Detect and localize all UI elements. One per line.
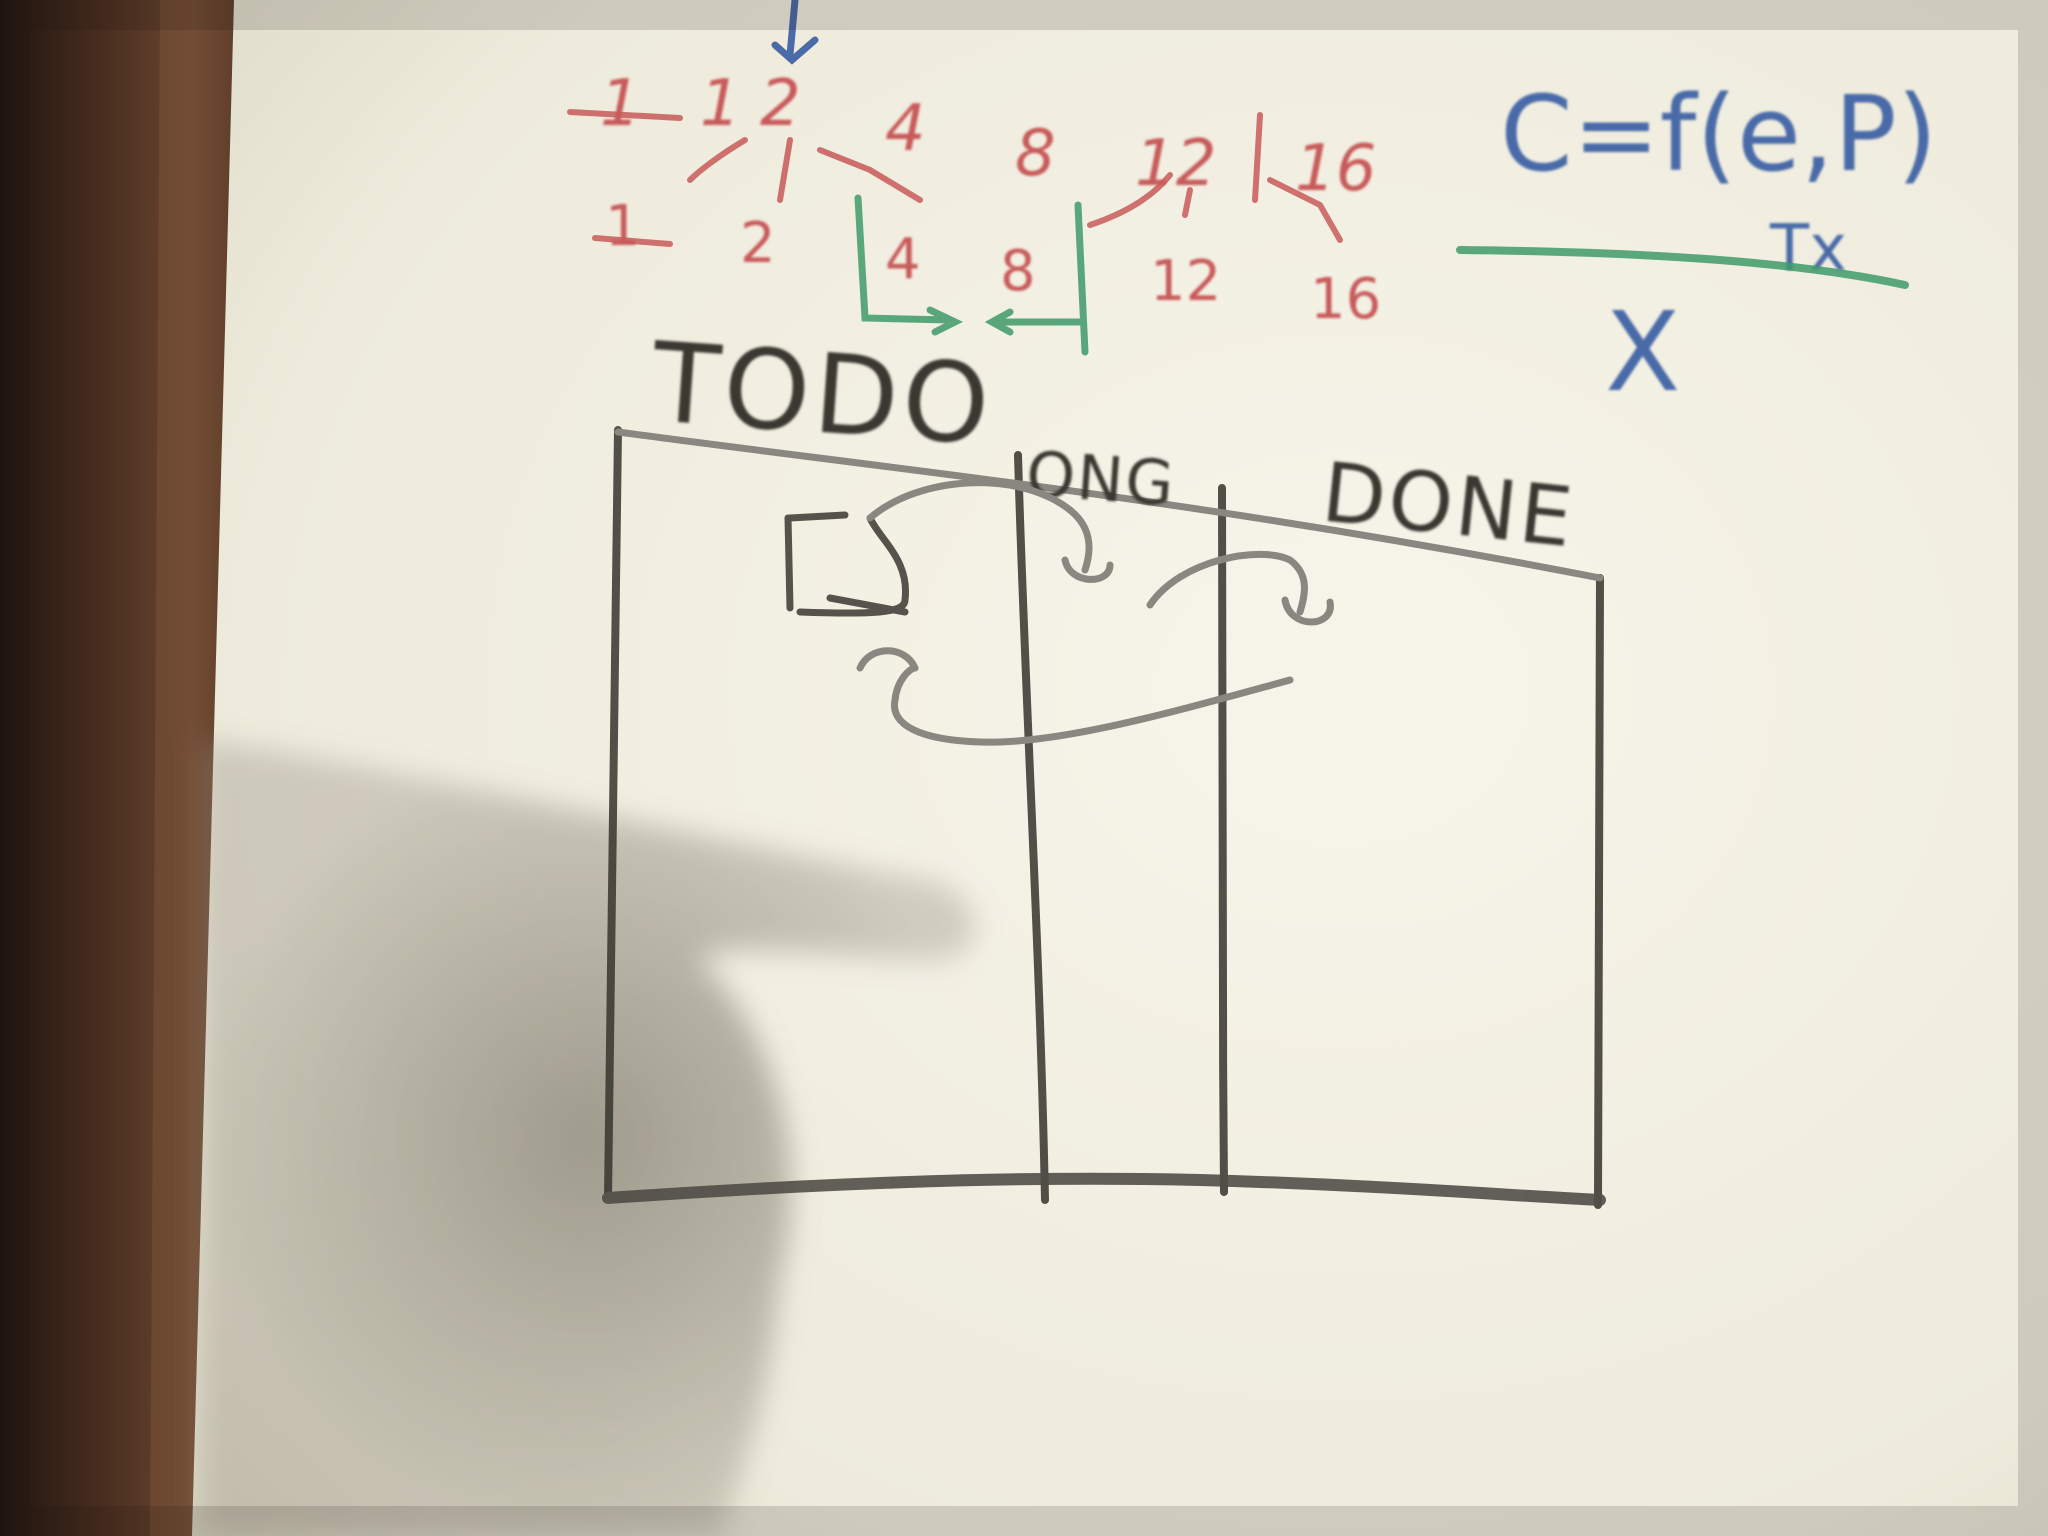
- blue-arrow-marker: [771, 0, 819, 65]
- seq-top-3: 4: [885, 92, 926, 166]
- column-divider-1: [1014, 451, 1049, 1204]
- seq-top-0: 1: [600, 67, 641, 141]
- seq-top-2: 2: [760, 67, 801, 141]
- fraction-bar: [1456, 246, 1909, 289]
- column-header-ongoing: ONG: [1024, 437, 1178, 520]
- hand-shadow: [200, 740, 975, 1536]
- arrow-done-to-todo: [891, 664, 1294, 746]
- seq-bottom-4: 12: [1150, 249, 1221, 314]
- column-divider-2: [1218, 484, 1228, 1196]
- formula-denominator: X: [1605, 288, 1680, 416]
- board-right-edge: [1594, 574, 1604, 1209]
- board-left-edge: [604, 426, 622, 1202]
- arrow-todo-to-ongoing: [866, 479, 1093, 574]
- sequence-top-strokes: [567, 109, 1343, 243]
- arrow-ongoing-to-done-head: [1281, 596, 1334, 626]
- seq-top-5: 12: [1135, 127, 1216, 201]
- seq-top-1: 1: [700, 67, 741, 141]
- column-header-todo: TODO: [647, 318, 997, 470]
- kanban-board: [602, 426, 1606, 1209]
- flow-arrows: [856, 479, 1334, 746]
- seq-top-6: 16: [1295, 132, 1376, 206]
- seq-bottom-2: 4: [885, 227, 921, 292]
- arrow-done-to-todo-head: [856, 647, 919, 672]
- board-bottom-edge: [602, 1172, 1606, 1206]
- arrow-ongoing-to-done: [1146, 550, 1308, 616]
- formula-numerator: C=f(e,P): [1500, 73, 1937, 195]
- board-top-edge: [614, 428, 1604, 582]
- task-card-sketch: [784, 511, 910, 617]
- sequence-top-row: 1 1 2 4 8 12 16: [600, 67, 1376, 206]
- seq-bottom-5: 16: [1310, 267, 1381, 332]
- board-headers: TODO ONG DONE: [647, 318, 1579, 566]
- seq-bottom-1: 2: [740, 211, 776, 276]
- seq-top-4: 8: [1015, 117, 1056, 191]
- arrow-todo-to-ongoing-head: [1061, 556, 1114, 583]
- seq-bottom-3: 8: [1000, 239, 1036, 304]
- sequence-bottom-row: 1 2 4 8 12 16: [605, 194, 1381, 332]
- seq-bottom-0: 1: [605, 194, 641, 259]
- green-bracket-marks: [854, 194, 1089, 356]
